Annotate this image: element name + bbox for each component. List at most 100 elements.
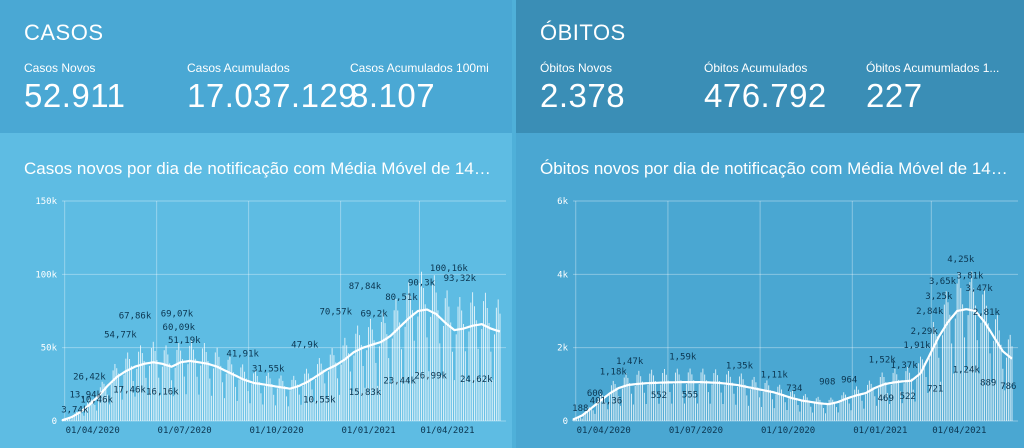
data-label: 31,55k bbox=[252, 365, 285, 375]
data-label: 1,91k bbox=[903, 341, 931, 351]
data-label: 188 bbox=[572, 404, 588, 414]
y-tick-label: 0 bbox=[52, 417, 57, 427]
y-tick-label: 0 bbox=[563, 417, 568, 427]
x-tick-label: 01/04/2020 bbox=[577, 426, 631, 436]
deaths-per-100mi-value: 227 bbox=[866, 77, 923, 114]
y-tick-label: 50k bbox=[41, 344, 58, 354]
data-label: 54,77k bbox=[104, 331, 137, 341]
data-label: 2,29k bbox=[911, 327, 939, 337]
cases-chart[interactable]: 0 50k 100k 150k 01/04/2020 01/07/2020 01/10/20… bbox=[0, 181, 512, 448]
data-label: 1,35k bbox=[726, 362, 754, 372]
data-label: 2,81k bbox=[973, 308, 1001, 318]
data-label: 522 bbox=[900, 392, 916, 402]
deaths-panel: ÓBITOS Óbitos Novos 2.378 Óbitos Acumula… bbox=[516, 0, 1024, 448]
data-label: 469 bbox=[878, 394, 894, 404]
deaths-chart-title: Óbitos novos por dia de notificação com … bbox=[540, 159, 1010, 178]
data-label: 26,42k bbox=[73, 372, 106, 382]
cases-per-100mi-value: 8.107 bbox=[350, 77, 436, 114]
data-label: 67,86k bbox=[119, 311, 152, 321]
data-label: 908 bbox=[819, 378, 835, 388]
data-label: 1,37k bbox=[891, 361, 919, 371]
x-tick-label: 01/04/2020 bbox=[66, 426, 120, 436]
data-label: 93,32k bbox=[444, 274, 477, 284]
new-cases-label: Casos Novos bbox=[24, 61, 96, 75]
deaths-per-100mi-stat: Óbitos Acumumlados 1... 227 bbox=[866, 61, 999, 115]
data-label: 2,84k bbox=[916, 307, 944, 317]
cases-chart-area: Casos novos por dia de notificação com M… bbox=[0, 133, 512, 448]
data-label: 60,09k bbox=[163, 323, 196, 333]
x-tick-label: 01/10/2020 bbox=[761, 426, 815, 436]
data-label: 786 bbox=[1000, 382, 1016, 392]
data-label: 4,25k bbox=[947, 255, 975, 265]
data-label: 734 bbox=[786, 384, 802, 394]
data-label: 1,11k bbox=[761, 370, 789, 380]
data-label: 401,36 bbox=[590, 396, 623, 406]
moving-average-line bbox=[572, 308, 1013, 421]
data-label: 69,2k bbox=[361, 310, 389, 320]
data-label: 1,47k bbox=[616, 357, 644, 367]
x-tick-label: 01/01/2021 bbox=[853, 426, 907, 436]
data-label: 889 bbox=[980, 378, 996, 388]
data-label: 16,16k bbox=[146, 387, 179, 397]
data-label: 15,83k bbox=[349, 388, 382, 398]
cases-per-100mi-stat: Casos Acumulados 100mi 8.107 bbox=[350, 61, 489, 115]
cumulative-deaths-value: 476.792 bbox=[704, 77, 827, 114]
moving-average-line bbox=[61, 308, 501, 422]
cases-chart-title: Casos novos por dia de notificação com M… bbox=[24, 159, 494, 178]
data-label: 80,51k bbox=[385, 293, 418, 303]
data-label: 10,55k bbox=[303, 396, 336, 406]
deaths-chart[interactable]: 0 2k 4k 6k 01/04/2020 01/07/2020 01/10/2020 01/… bbox=[516, 181, 1024, 448]
data-label: 552 bbox=[651, 391, 667, 401]
x-tick-label: 01/07/2020 bbox=[158, 426, 212, 436]
deaths-chart-area: Óbitos novos por dia de notificação com … bbox=[516, 133, 1024, 448]
deaths-per-100mi-label: Óbitos Acumumlados 1... bbox=[866, 61, 1000, 75]
x-tick-label: 01/07/2020 bbox=[669, 426, 723, 436]
cases-title: CASOS bbox=[24, 20, 104, 45]
data-label: 87,84k bbox=[349, 282, 382, 292]
new-cases-value: 52.911 bbox=[24, 77, 126, 114]
new-deaths-stat: Óbitos Novos 2.378 bbox=[540, 61, 625, 115]
data-label: 10,46k bbox=[80, 396, 113, 406]
new-deaths-value: 2.378 bbox=[540, 77, 626, 114]
new-cases-stat: Casos Novos 52.911 bbox=[24, 61, 125, 115]
data-label: 24,62k bbox=[460, 375, 493, 385]
data-label: 23,44k bbox=[383, 377, 416, 387]
data-label: 13,94k bbox=[69, 391, 102, 401]
data-label: 721 bbox=[927, 385, 943, 395]
new-deaths-label: Óbitos Novos bbox=[540, 61, 613, 75]
cases-panel: CASOS Casos Novos 52.911 Casos Acumulado… bbox=[0, 0, 512, 448]
data-label: 17,46k bbox=[113, 385, 146, 395]
data-label: 3,47k bbox=[966, 284, 994, 294]
data-label: 600 bbox=[587, 389, 603, 399]
cumulative-deaths-stat: Óbitos Acumulados 476.792 bbox=[704, 61, 827, 115]
data-label: 47,9k bbox=[291, 341, 319, 351]
cumulative-cases-stat: Casos Acumulados 17.037.129 bbox=[187, 61, 357, 115]
deaths-stats: ÓBITOS Óbitos Novos 2.378 Óbitos Acumula… bbox=[516, 0, 1024, 133]
data-label: 964 bbox=[841, 376, 857, 386]
data-label: 3,65k bbox=[929, 277, 957, 287]
data-label: 1,18k bbox=[600, 368, 628, 378]
data-label: 100,16k bbox=[430, 264, 469, 274]
data-label: 26,99k bbox=[414, 371, 447, 381]
cumulative-deaths-label: Óbitos Acumulados bbox=[704, 61, 808, 75]
data-label: 1,59k bbox=[669, 353, 697, 363]
x-tick-label: 01/10/2020 bbox=[250, 426, 304, 436]
x-tick-label: 01/01/2021 bbox=[342, 426, 396, 436]
data-label: 555 bbox=[682, 391, 698, 401]
data-label: 3,81k bbox=[956, 271, 984, 281]
y-tick-label: 2k bbox=[557, 344, 568, 354]
y-tick-label: 100k bbox=[35, 270, 57, 280]
cases-per-100mi-label: Casos Acumulados 100mi bbox=[350, 61, 489, 75]
data-label: 1,24k bbox=[953, 366, 981, 376]
y-tick-label: 6k bbox=[557, 197, 568, 207]
x-tick-label: 01/04/2021 bbox=[420, 426, 474, 436]
y-tick-label: 4k bbox=[557, 270, 568, 280]
y-tick-label: 150k bbox=[35, 197, 57, 207]
data-label: 3,74k bbox=[61, 406, 89, 416]
data-label: 51,19k bbox=[168, 336, 201, 346]
cumulative-cases-label: Casos Acumulados bbox=[187, 61, 290, 75]
x-tick-label: 01/04/2021 bbox=[932, 426, 986, 436]
data-label: 90,3k bbox=[408, 279, 436, 289]
data-label: 41,91k bbox=[226, 350, 259, 360]
cases-stats: CASOS Casos Novos 52.911 Casos Acumulado… bbox=[0, 0, 512, 133]
